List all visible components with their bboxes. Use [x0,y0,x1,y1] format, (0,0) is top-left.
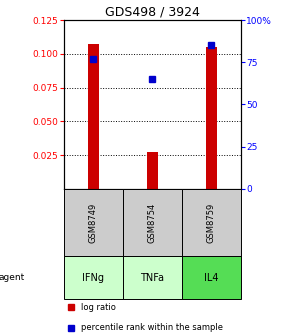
Text: GSM8749: GSM8749 [89,202,98,243]
Text: TNFa: TNFa [140,273,164,283]
Bar [88,44,99,189]
Bar [182,256,241,299]
Text: IFNg: IFNg [82,273,104,283]
Bar [206,47,217,189]
Bar [123,189,182,256]
Text: GSM8754: GSM8754 [148,202,157,243]
Bar [123,256,182,299]
Bar [182,189,241,256]
Bar [64,256,123,299]
Text: log ratio: log ratio [81,303,116,312]
Text: percentile rank within the sample: percentile rank within the sample [81,324,224,332]
Title: GDS498 / 3924: GDS498 / 3924 [105,6,200,19]
Text: GSM8759: GSM8759 [207,202,216,243]
Bar [147,153,157,189]
Text: IL4: IL4 [204,273,218,283]
Text: agent: agent [0,273,25,282]
Bar [64,189,123,256]
